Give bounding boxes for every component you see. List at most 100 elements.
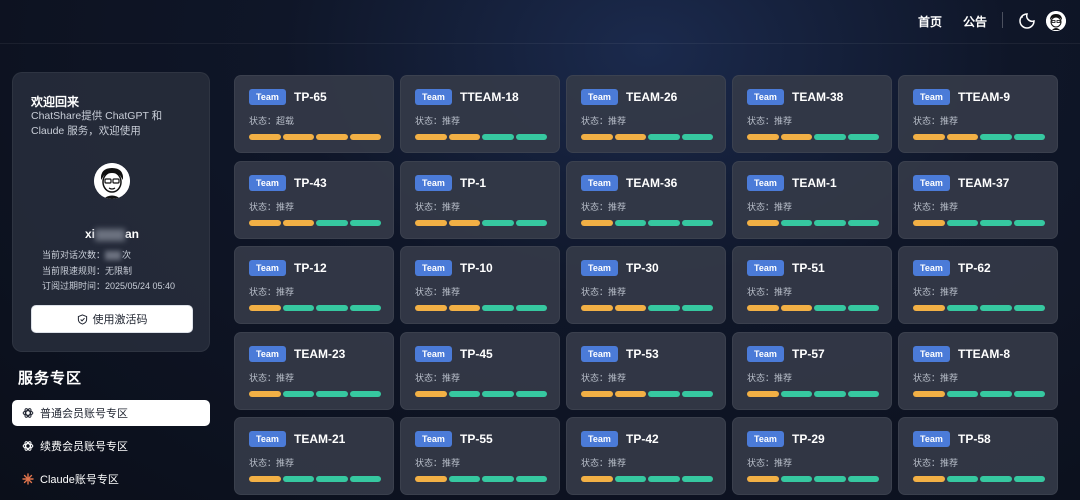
- account-name: TP-58: [958, 432, 991, 446]
- account-card[interactable]: Team TP-57 状态：推荐: [732, 331, 892, 410]
- team-badge: Team: [581, 174, 618, 191]
- load-bar-busy: [614, 390, 646, 397]
- service-item-claude[interactable]: Claude账号专区: [12, 466, 210, 492]
- load-bar-busy: [415, 390, 447, 397]
- load-bars: [913, 476, 1045, 482]
- account-status: 状态：推荐: [415, 372, 461, 383]
- account-card[interactable]: Team TP-58 状态：推荐: [898, 417, 1058, 495]
- username: xi an: [84, 227, 140, 241]
- account-status: 状态：推荐: [747, 287, 793, 297]
- load-bar-busy: [581, 305, 613, 311]
- account-card[interactable]: Team TTEAM-8 状态：推荐: [898, 331, 1058, 410]
- load-bar-busy: [249, 134, 281, 140]
- account-status: 状态：推荐: [747, 458, 793, 468]
- account-card[interactable]: Team TP-42 状态：推荐: [566, 417, 726, 495]
- load-bar-busy: [780, 134, 812, 140]
- team-badge: Team: [415, 89, 452, 105]
- load-bars: [581, 219, 713, 226]
- load-bar-free: [349, 219, 381, 226]
- account-card[interactable]: Team TEAM-23 状态：推荐: [234, 331, 394, 410]
- load-bar-free: [847, 390, 879, 397]
- load-bar-free: [847, 476, 879, 482]
- account-name: TP-12: [294, 261, 327, 275]
- load-bar-busy: [747, 219, 779, 226]
- account-card[interactable]: Team TP-10 状态：推荐: [400, 246, 560, 324]
- load-bar-free: [1013, 305, 1045, 311]
- account-card[interactable]: Team TEAM-1 状态：推荐: [732, 160, 892, 239]
- team-badge: Team: [249, 174, 286, 191]
- account-name: TTEAM-18: [460, 90, 519, 104]
- account-card[interactable]: Team TP-65 状态：超载: [234, 75, 394, 153]
- team-badge: Team: [747, 345, 784, 362]
- account-card[interactable]: Team TEAM-36 状态：推荐: [566, 160, 726, 239]
- team-badge: Team: [415, 174, 452, 191]
- load-bar-free: [515, 219, 547, 226]
- load-bar-free: [1013, 219, 1045, 226]
- account-card[interactable]: Team TP-30 状态：推荐: [566, 246, 726, 324]
- load-bar-busy: [747, 134, 779, 140]
- account-card[interactable]: Team TP-55 状态：推荐: [400, 417, 560, 495]
- theme-toggle-icon[interactable]: [1018, 12, 1036, 30]
- load-bar-busy: [415, 305, 447, 311]
- load-bar-free: [282, 390, 314, 397]
- account-card[interactable]: Team TEAM-37 状态：推荐: [898, 160, 1058, 239]
- load-bar-busy: [747, 476, 779, 482]
- account-card[interactable]: Team TP-53 状态：推荐: [566, 331, 726, 410]
- account-card[interactable]: Team TEAM-26 状态：推荐: [566, 75, 726, 153]
- load-bar-busy: [614, 134, 646, 140]
- load-bar-busy: [913, 219, 945, 226]
- account-card[interactable]: Team TEAM-21 状态：推荐: [234, 417, 394, 495]
- user-avatar-icon[interactable]: [1046, 11, 1066, 31]
- load-bar-free: [515, 476, 547, 482]
- nav-home-link[interactable]: 首页: [918, 15, 943, 29]
- load-bars: [581, 305, 713, 311]
- load-bar-free: [482, 476, 514, 482]
- account-card[interactable]: Team TTEAM-18 状态：推荐: [400, 75, 560, 153]
- load-bar-free: [847, 219, 879, 226]
- load-bar-busy: [946, 134, 978, 140]
- load-bar-free: [980, 305, 1012, 311]
- nav-notice-link[interactable]: 公告: [963, 15, 988, 29]
- team-badge: Team: [747, 89, 784, 105]
- load-bar-busy: [249, 476, 281, 482]
- account-name: TP-65: [294, 90, 327, 104]
- account-card[interactable]: Team TP-43 状态：推荐: [234, 160, 394, 239]
- load-bar-free: [349, 305, 381, 311]
- load-bar-free: [681, 390, 713, 397]
- account-status: 状态：推荐: [747, 201, 793, 212]
- load-bar-busy: [780, 305, 812, 311]
- activate-code-button[interactable]: 使用激活码: [31, 305, 193, 333]
- account-status: 状态：推荐: [415, 287, 461, 297]
- account-card[interactable]: Team TP-12 状态：推荐: [234, 246, 394, 324]
- chatgpt-icon: [22, 408, 34, 418]
- account-card[interactable]: Team TP-29 状态：推荐: [732, 417, 892, 495]
- team-badge: Team: [415, 431, 452, 447]
- load-bar-free: [515, 390, 547, 397]
- account-name: TP-57: [792, 346, 825, 361]
- team-badge: Team: [913, 431, 950, 447]
- account-status: 状态：推荐: [913, 287, 959, 297]
- service-item-regular[interactable]: 普通会员账号专区: [12, 400, 210, 426]
- account-status: 状态：推荐: [415, 458, 461, 468]
- load-bar-free: [349, 476, 381, 482]
- load-bars: [913, 390, 1045, 397]
- account-card[interactable]: Team TP-51 状态：推荐: [732, 246, 892, 324]
- account-name: TEAM-36: [626, 175, 678, 190]
- load-bar-free: [448, 476, 480, 482]
- load-bars: [415, 476, 547, 482]
- account-card[interactable]: Team TEAM-38 状态：推荐: [732, 75, 892, 153]
- account-name: TP-51: [792, 261, 825, 275]
- load-bar-busy: [249, 219, 281, 226]
- load-bar-free: [946, 305, 978, 311]
- account-status: 状态：超载: [249, 116, 295, 126]
- account-card[interactable]: Team TP-1 状态：推荐: [400, 160, 560, 239]
- account-status: 状态：推荐: [249, 287, 295, 297]
- service-item-renewal[interactable]: 续费会员账号专区: [12, 433, 210, 459]
- account-card[interactable]: Team TP-62 状态：推荐: [898, 246, 1058, 324]
- load-bar-free: [1013, 476, 1045, 482]
- team-badge: Team: [415, 260, 452, 276]
- account-card[interactable]: Team TP-45 状态：推荐: [400, 331, 560, 410]
- account-card[interactable]: Team TTEAM-9 状态：推荐: [898, 75, 1058, 153]
- account-status: 状态：推荐: [249, 201, 295, 212]
- team-badge: Team: [415, 345, 452, 362]
